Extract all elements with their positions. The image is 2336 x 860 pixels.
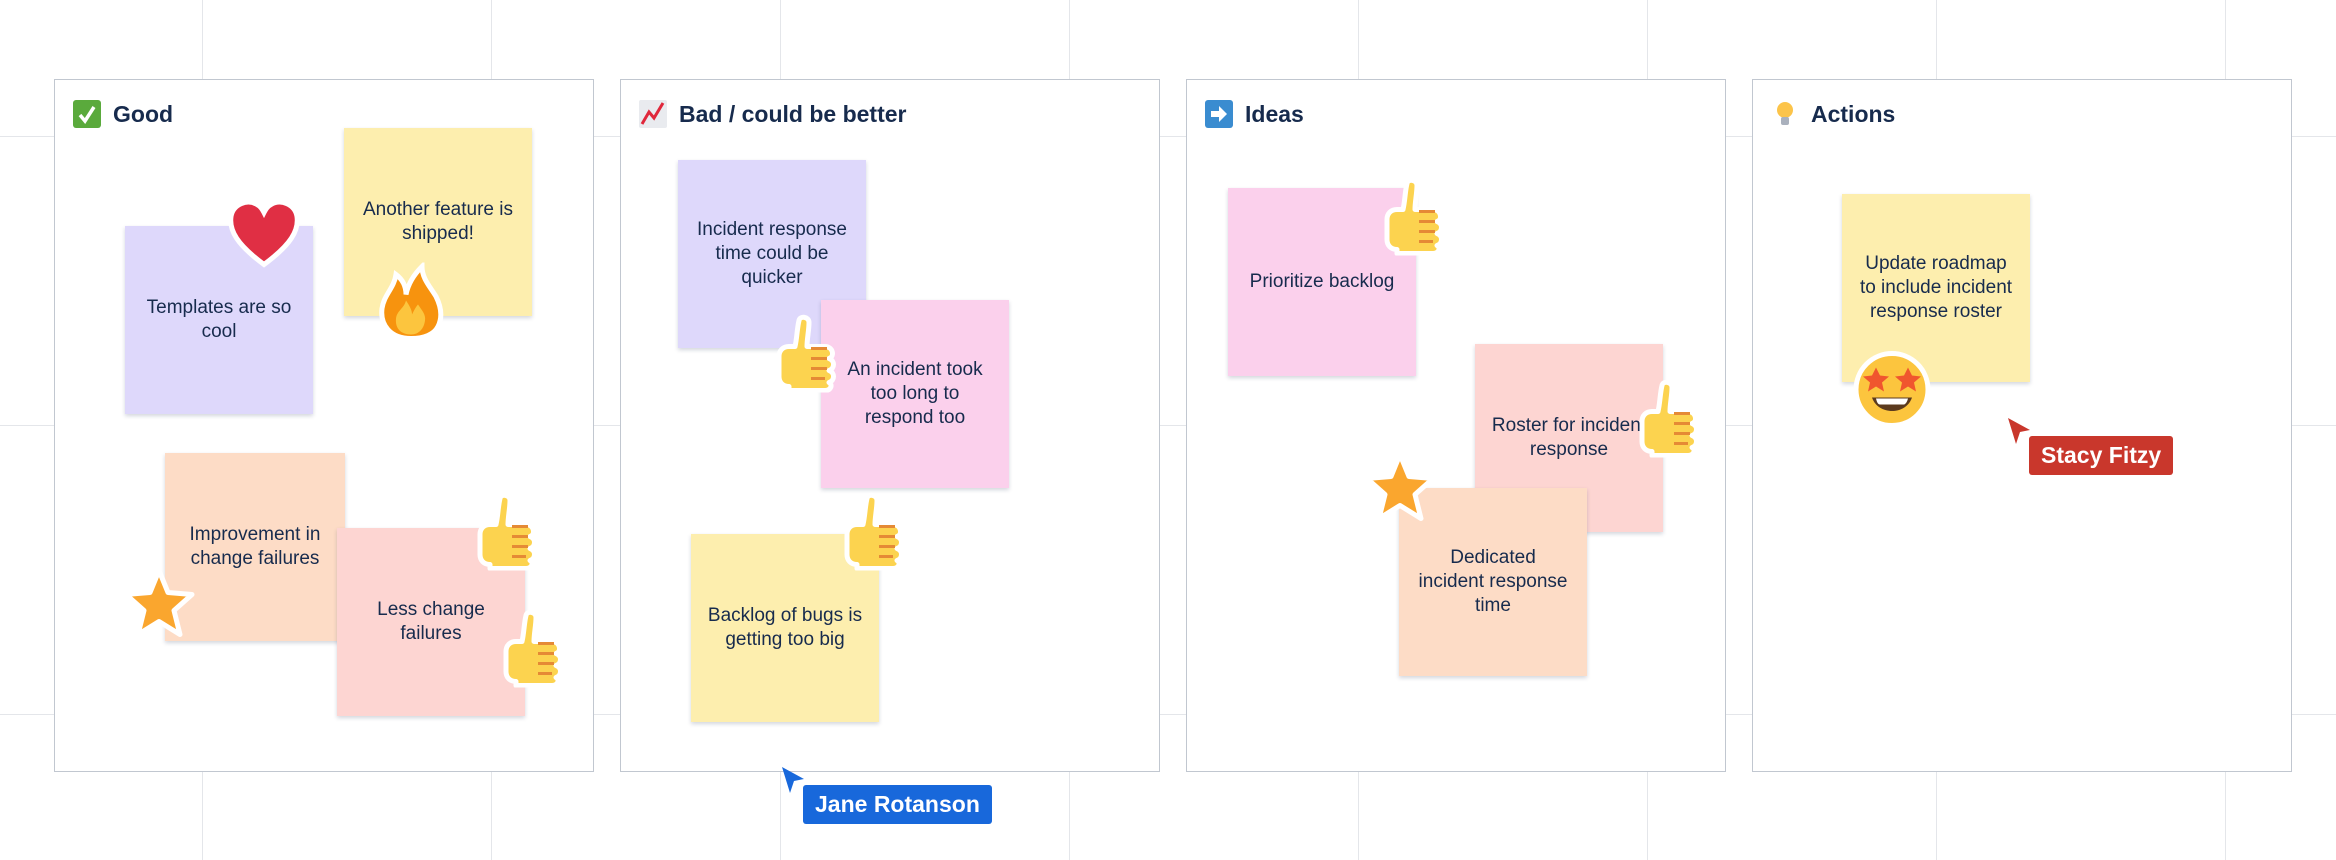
heart-sticker-icon[interactable] [227, 197, 301, 274]
note-text: Improvement in change failures [189, 524, 321, 569]
frame-title-text: Bad / could be better [679, 100, 907, 127]
thumbs-up-sticker-icon[interactable] [1638, 378, 1706, 463]
light-bulb-icon [1771, 100, 1799, 128]
check-mark-icon [73, 100, 101, 128]
note-text: Less change failures [377, 599, 485, 644]
sticky-note[interactable]: Prioritize backlog [1228, 188, 1416, 376]
star-sticker-icon[interactable] [1363, 451, 1437, 528]
frame-title-text: Ideas [1245, 100, 1304, 127]
frame-title: Bad / could be better [639, 100, 906, 128]
note-text: Update roadmap to include incident respo… [1859, 253, 2013, 322]
frame-title-text: Good [113, 100, 174, 127]
cursor-arrow-icon [782, 767, 804, 793]
arrow-right-icon [1205, 100, 1233, 128]
frame-title: Good [73, 100, 173, 128]
thumbs-up-sticker-icon[interactable] [775, 313, 843, 398]
note-text: Prioritize backlog [1249, 271, 1395, 292]
fire-sticker-icon[interactable] [376, 260, 446, 348]
sticky-note[interactable]: Templates are so cool [125, 226, 313, 414]
note-text: Templates are so cool [146, 297, 292, 342]
note-text: Dedicated incident response time [1418, 547, 1568, 616]
star-sticker-icon[interactable] [122, 567, 196, 644]
sticky-note[interactable]: Dedicated incident response time [1399, 488, 1587, 676]
cursor-label: Jane Rotanson [803, 785, 992, 824]
note-text: Roster for incident response [1491, 415, 1647, 460]
chart-decreasing-icon [639, 100, 667, 128]
note-text: An incident took too long to respond too [847, 359, 983, 428]
frame-title: Ideas [1205, 100, 1304, 128]
star-struck-sticker-icon[interactable] [1852, 350, 1932, 435]
note-text: Backlog of bugs is getting too big [707, 605, 863, 650]
frame-title-text: Actions [1811, 100, 1896, 127]
thumbs-up-sticker-icon[interactable] [1383, 176, 1451, 261]
note-text: Incident response time could be quicker [697, 219, 847, 288]
cursor-label: Stacy Fitzy [2029, 436, 2174, 475]
sticky-note[interactable]: Update roadmap to include incident respo… [1842, 194, 2030, 382]
sticky-note[interactable]: Backlog of bugs is getting too big [691, 534, 879, 722]
sticky-note[interactable]: Improvement in change failures [165, 453, 345, 641]
collaborator-cursor: Stacy Fitzy [2006, 416, 2174, 475]
note-text: Another feature is shipped! [363, 199, 513, 244]
cursor-arrow-icon [2008, 418, 2030, 444]
thumbs-up-sticker-icon[interactable] [476, 491, 544, 576]
thumbs-up-sticker-icon[interactable] [502, 608, 570, 693]
sticky-note[interactable]: An incident took too long to respond too [821, 300, 1009, 488]
thumbs-up-sticker-icon[interactable] [843, 491, 911, 576]
frame-title: Actions [1771, 100, 1895, 128]
sticky-note[interactable]: Another feature is shipped! [344, 128, 532, 316]
collaborator-cursor: Jane Rotanson [780, 765, 992, 824]
